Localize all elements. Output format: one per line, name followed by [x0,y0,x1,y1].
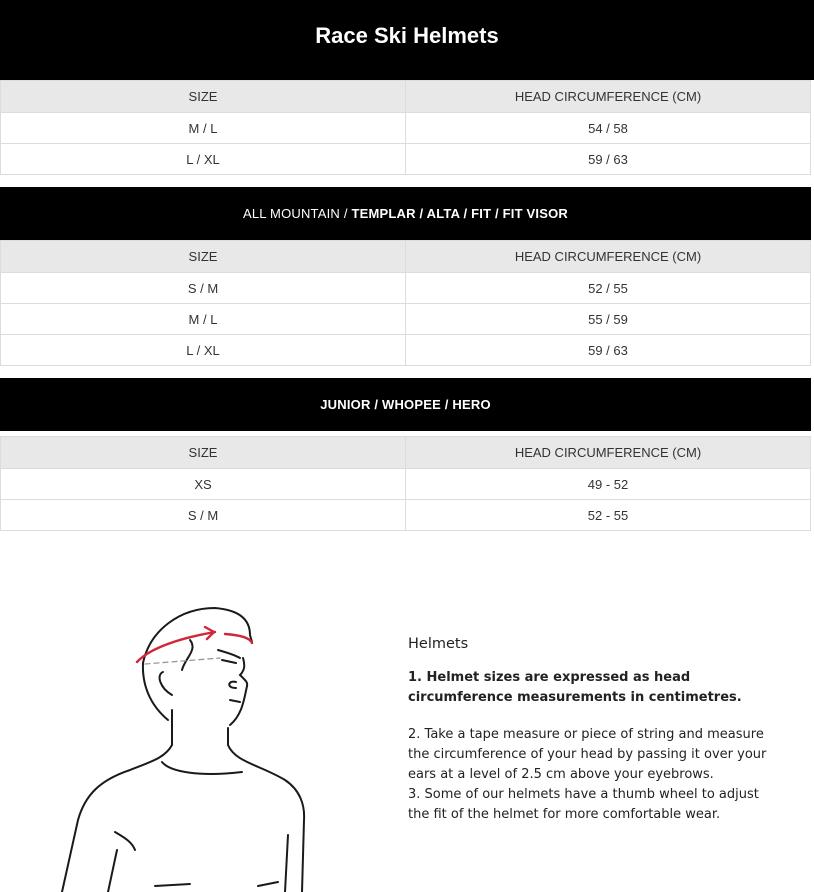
guide-step-1: 1. Helmet sizes are expressed as head ci… [408,670,742,705]
table-row: L / XL 59 / 63 [0,143,811,175]
table-row: M / L 54 / 58 [0,112,811,144]
guide-step-2: 2. Take a tape measure or piece of strin… [408,727,767,782]
table-row: XS 49 - 52 [0,468,811,500]
page-title: Race Ski Helmets [0,0,814,80]
table-header: SIZE HEAD CIRCUMFERENCE (CM) [0,240,811,273]
section-heading-junior: JUNIOR / WHOPEE / HERO [0,378,811,431]
size-table-all-mountain: SIZE HEAD CIRCUMFERENCE (CM) S / M 52 / 55… [0,240,811,366]
sizing-guide: Helmets 1. Helmet sizes are expressed as… [408,634,778,825]
table-row: L / XL 59 / 63 [0,334,811,366]
table-header: SIZE HEAD CIRCUMFERENCE (CM) [0,80,811,113]
section-heading-all-mountain: ALL MOUNTAIN / TEMPLAR / ALTA / FIT / FI… [0,187,811,240]
head-measurement-illustration [61,606,306,892]
table-row: M / L 55 / 59 [0,303,811,335]
col-size: SIZE [0,80,406,113]
guide-heading: Helmets [408,636,469,652]
guide-step-3: 3. Some of our helmets have a thumb whee… [408,787,759,822]
size-table-junior: SIZE HEAD CIRCUMFERENCE (CM) XS 49 - 52 S … [0,436,811,531]
table-row: S / M 52 - 55 [0,499,811,531]
size-table-race: SIZE HEAD CIRCUMFERENCE (CM) M / L 54 / 58… [0,80,811,175]
table-header: SIZE HEAD CIRCUMFERENCE (CM) [0,436,811,469]
col-head: HEAD CIRCUMFERENCE (CM) [405,80,811,113]
table-row: S / M 52 / 55 [0,272,811,304]
